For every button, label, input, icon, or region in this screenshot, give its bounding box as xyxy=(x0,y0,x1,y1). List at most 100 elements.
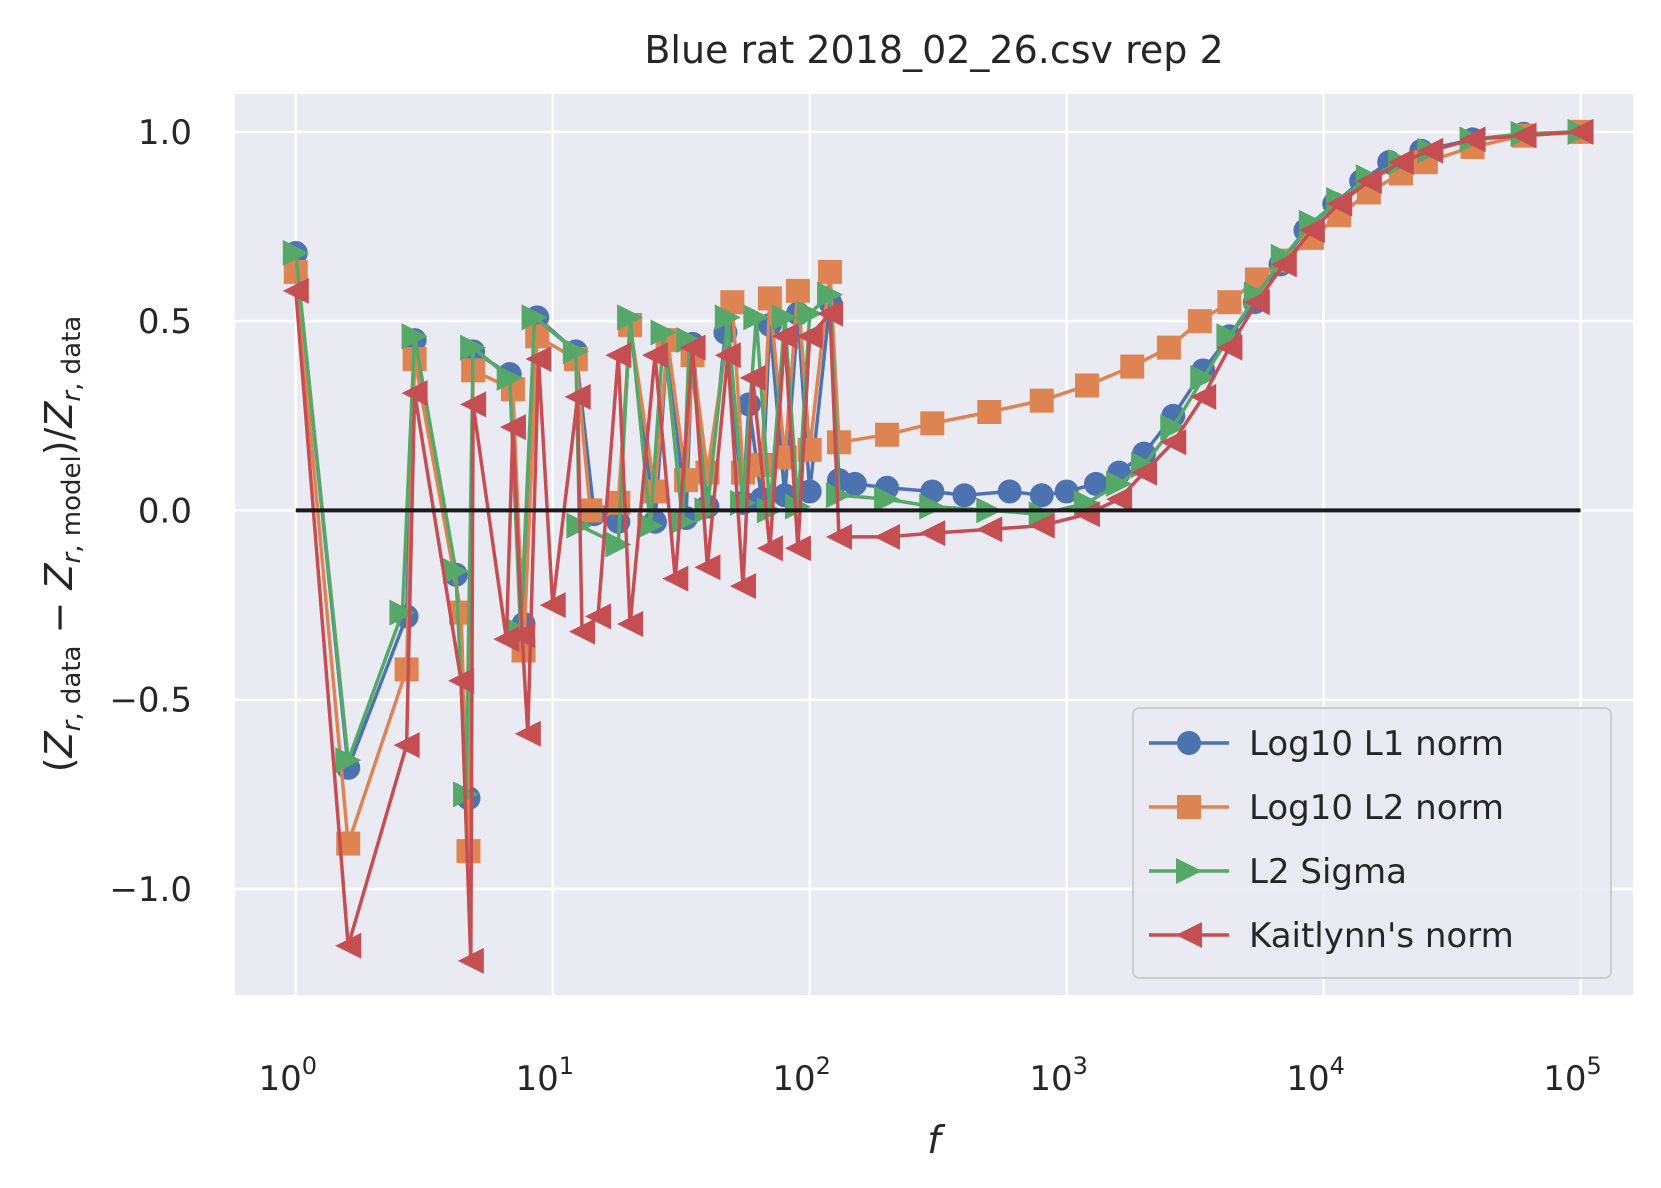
x-tick-label: 105 xyxy=(1543,1052,1602,1099)
data-point xyxy=(1029,483,1054,508)
x-tick-exponent: 2 xyxy=(816,1052,831,1080)
data-point xyxy=(714,304,741,331)
x-tick-label: 101 xyxy=(515,1052,574,1099)
data-point xyxy=(825,523,852,550)
data-point xyxy=(756,535,783,562)
data-point xyxy=(448,667,475,694)
data-point xyxy=(920,411,945,436)
data-point xyxy=(1083,471,1108,496)
data-point xyxy=(641,342,668,369)
data-point xyxy=(669,508,696,535)
y-axis-label: (Zr, data − Zr, model)/Zr, data xyxy=(37,316,87,772)
data-point xyxy=(739,364,766,391)
data-point xyxy=(1120,354,1145,379)
data-point xyxy=(1355,168,1382,195)
legend-marker xyxy=(1177,731,1201,755)
data-point xyxy=(784,493,811,520)
data-point xyxy=(1270,251,1297,278)
data-point xyxy=(977,400,1002,424)
data-point xyxy=(976,516,1003,543)
data-point xyxy=(1106,486,1133,513)
data-point xyxy=(457,947,484,974)
data-point xyxy=(1160,429,1187,456)
legend-box xyxy=(1132,707,1612,979)
data-point xyxy=(842,471,867,496)
x-tick-label: 100 xyxy=(259,1052,318,1099)
data-point xyxy=(1298,217,1325,244)
data-point xyxy=(650,319,677,346)
chart-title: Blue rat 2018_02_26.csv rep 2 xyxy=(644,28,1223,72)
legend-marker xyxy=(1176,858,1202,884)
x-tick-base: 10 xyxy=(515,1059,558,1099)
data-point xyxy=(605,531,632,558)
data-point xyxy=(714,342,741,369)
y-axis-ticks: 1.0 0.5 0.0 −0.5 −1.0 xyxy=(109,113,192,910)
legend-item: Log10 L1 norm xyxy=(1149,724,1504,764)
data-point xyxy=(335,747,362,774)
data-point xyxy=(757,286,782,311)
data-point xyxy=(826,430,851,455)
x-tick-label: 103 xyxy=(1029,1052,1088,1099)
data-point xyxy=(875,422,900,447)
data-point xyxy=(335,932,362,959)
y-tick-label: 0.5 xyxy=(138,302,192,342)
data-point xyxy=(605,342,632,369)
data-point xyxy=(401,323,428,350)
data-point xyxy=(1217,290,1242,315)
legend-marker xyxy=(1177,795,1201,819)
data-point xyxy=(1029,388,1054,413)
data-point xyxy=(442,558,469,584)
data-point xyxy=(499,414,526,441)
data-point xyxy=(617,611,644,637)
legend-marker xyxy=(1176,922,1202,948)
data-point xyxy=(1074,373,1099,398)
data-point xyxy=(460,391,487,418)
legend-label: L2 Sigma xyxy=(1249,852,1407,892)
y-axis-label-text: (Zr, data − Zr, model)/Zr, data xyxy=(37,316,87,772)
x-axis-label: f xyxy=(927,1118,946,1162)
data-point xyxy=(797,479,822,504)
data-point xyxy=(694,554,721,581)
data-point xyxy=(919,520,946,547)
x-tick-base: 10 xyxy=(1286,1059,1329,1099)
legend: Log10 L1 norm Log10 L2 norm L2 Sigma Kaitly… xyxy=(1132,707,1612,979)
legend-item: Kaitlynn's norm xyxy=(1149,916,1514,956)
data-point xyxy=(952,483,977,508)
data-point xyxy=(562,338,589,365)
data-point xyxy=(1567,118,1594,145)
legend-item: L2 Sigma xyxy=(1149,852,1407,892)
data-point xyxy=(637,512,664,539)
data-point xyxy=(1028,501,1055,528)
x-tick-exponent: 5 xyxy=(1587,1052,1602,1080)
data-point xyxy=(796,300,823,327)
data-point xyxy=(743,304,770,331)
data-point xyxy=(1073,501,1100,528)
legend-label: Kaitlynn's norm xyxy=(1249,916,1514,956)
x-tick-base: 10 xyxy=(1543,1059,1586,1099)
data-point xyxy=(493,626,520,653)
x-tick-base: 10 xyxy=(259,1059,302,1099)
data-point xyxy=(997,479,1022,504)
x-tick-base: 10 xyxy=(772,1059,815,1099)
x-tick-exponent: 0 xyxy=(302,1052,317,1080)
data-point xyxy=(1190,364,1217,391)
data-point xyxy=(1028,512,1055,539)
data-point xyxy=(1387,149,1414,176)
data-point xyxy=(1417,137,1444,164)
data-point xyxy=(564,383,591,410)
legend-label: Log10 L2 norm xyxy=(1249,788,1504,828)
data-point xyxy=(785,278,810,303)
data-point xyxy=(662,565,689,592)
y-tick-label: 0.0 xyxy=(138,491,192,531)
data-point xyxy=(1216,323,1243,350)
data-point xyxy=(1054,479,1079,504)
data-point xyxy=(1326,190,1353,217)
y-tick-label: −0.5 xyxy=(109,681,192,721)
data-point xyxy=(1510,122,1537,149)
data-point xyxy=(496,364,523,391)
data-point xyxy=(919,493,946,520)
data-point xyxy=(393,732,420,759)
data-point xyxy=(539,592,566,619)
data-point xyxy=(784,535,811,562)
x-tick-base: 10 xyxy=(1029,1059,1072,1099)
